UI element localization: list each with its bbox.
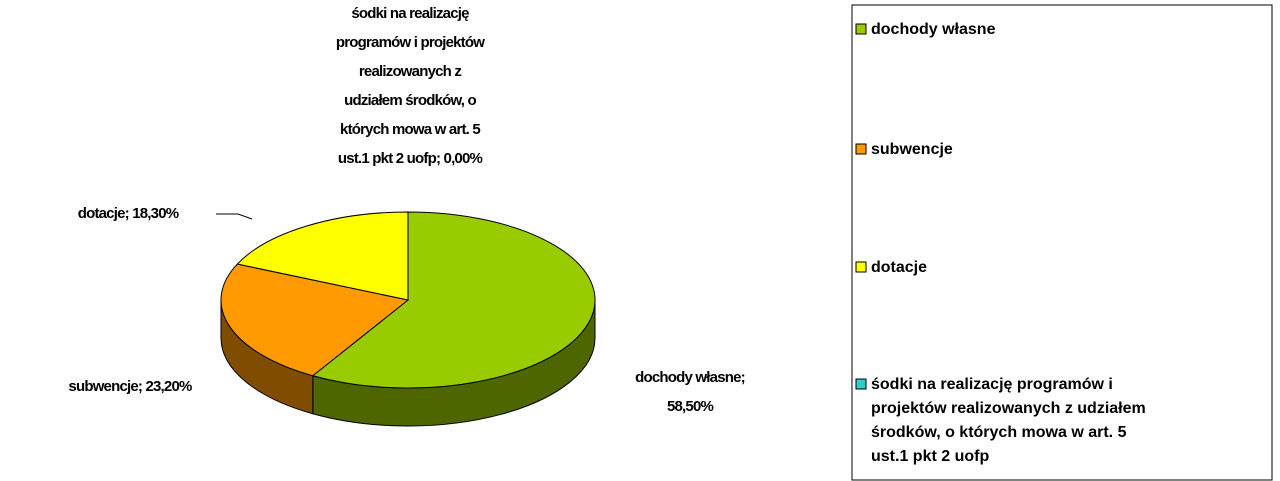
slice [311, 211, 596, 389]
legend-label: subwencje [871, 141, 953, 158]
legend-swatch [855, 261, 867, 273]
data-label: dotacje; 18,30% [78, 205, 179, 222]
leader-line [216, 213, 253, 220]
data-label: dochody własne; 58,50% [635, 369, 745, 415]
legend-swatch [855, 143, 867, 155]
slice [236, 211, 409, 301]
slice [220, 263, 410, 377]
legend-swatch [855, 23, 867, 35]
data-label: śodki na realizację programów i projektów… [336, 5, 485, 167]
legend-swatch [855, 378, 867, 390]
legend-label: dotacje [871, 259, 927, 276]
legend-label: śodki na realizację programów i projektów… [871, 376, 1146, 465]
legend-box [851, 4, 1273, 481]
data-label: subwencje; 23,20% [68, 378, 192, 395]
legend-label: dochody własne [871, 21, 996, 38]
